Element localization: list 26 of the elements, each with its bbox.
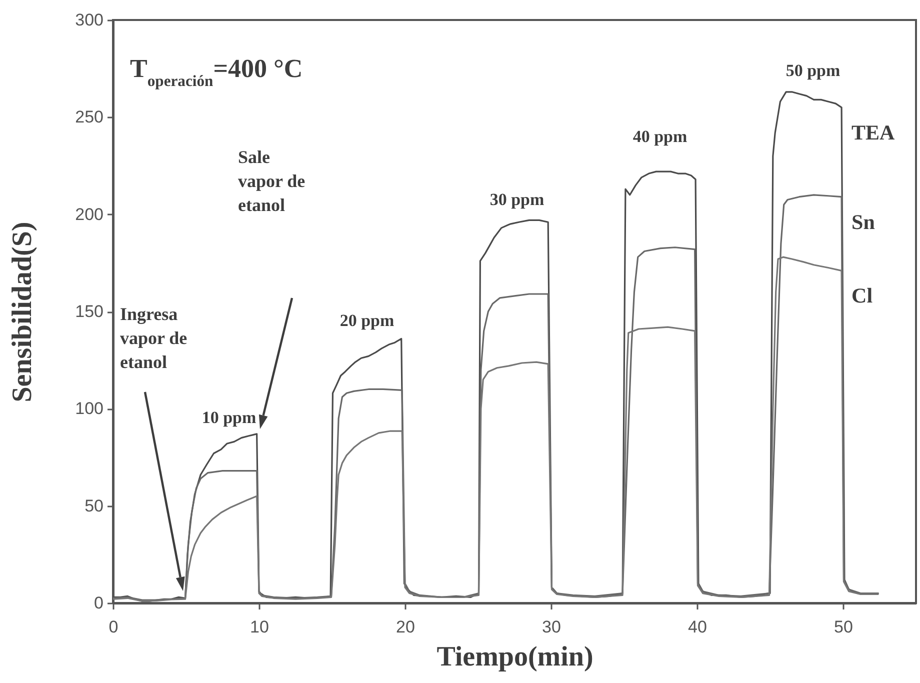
series-label: Cl [852, 284, 873, 308]
series-label: Sn [852, 210, 876, 234]
y-tick-label: 250 [75, 108, 104, 127]
x-tick-label: 10 [250, 618, 269, 636]
x-axis-title: Tiempo(min) [436, 642, 594, 672]
series-label: TEA [852, 120, 896, 144]
annotation: 50 ppm [786, 61, 840, 80]
y-axis-title: Sensibilidad(S) [7, 222, 38, 402]
annotation: 10 ppm [202, 408, 256, 427]
y-tick-label: 0 [94, 594, 104, 612]
y-tick-label: 100 [75, 399, 104, 418]
x-tick-label: 50 [834, 618, 853, 636]
annotation: Sale vapor de etanol [238, 147, 306, 215]
x-tick-label: 30 [542, 618, 561, 636]
annotation: 20 ppm [340, 311, 394, 330]
x-tick-label: 20 [396, 618, 415, 636]
y-tick-label: 50 [84, 496, 104, 516]
x-tick-label: 40 [688, 618, 707, 636]
annotation: T$_{operación}$=400 °C [130, 54, 303, 90]
x-tick-label: 0 [108, 618, 118, 636]
y-tick-label: 150 [75, 302, 104, 321]
y-tick-label: 300 [75, 10, 104, 30]
annotation: Ingresa vapor de etanol [120, 304, 188, 372]
annotation: 40 ppm [632, 127, 688, 146]
annotation: 30 ppm [490, 190, 544, 209]
y-tick-label: 200 [75, 204, 104, 224]
